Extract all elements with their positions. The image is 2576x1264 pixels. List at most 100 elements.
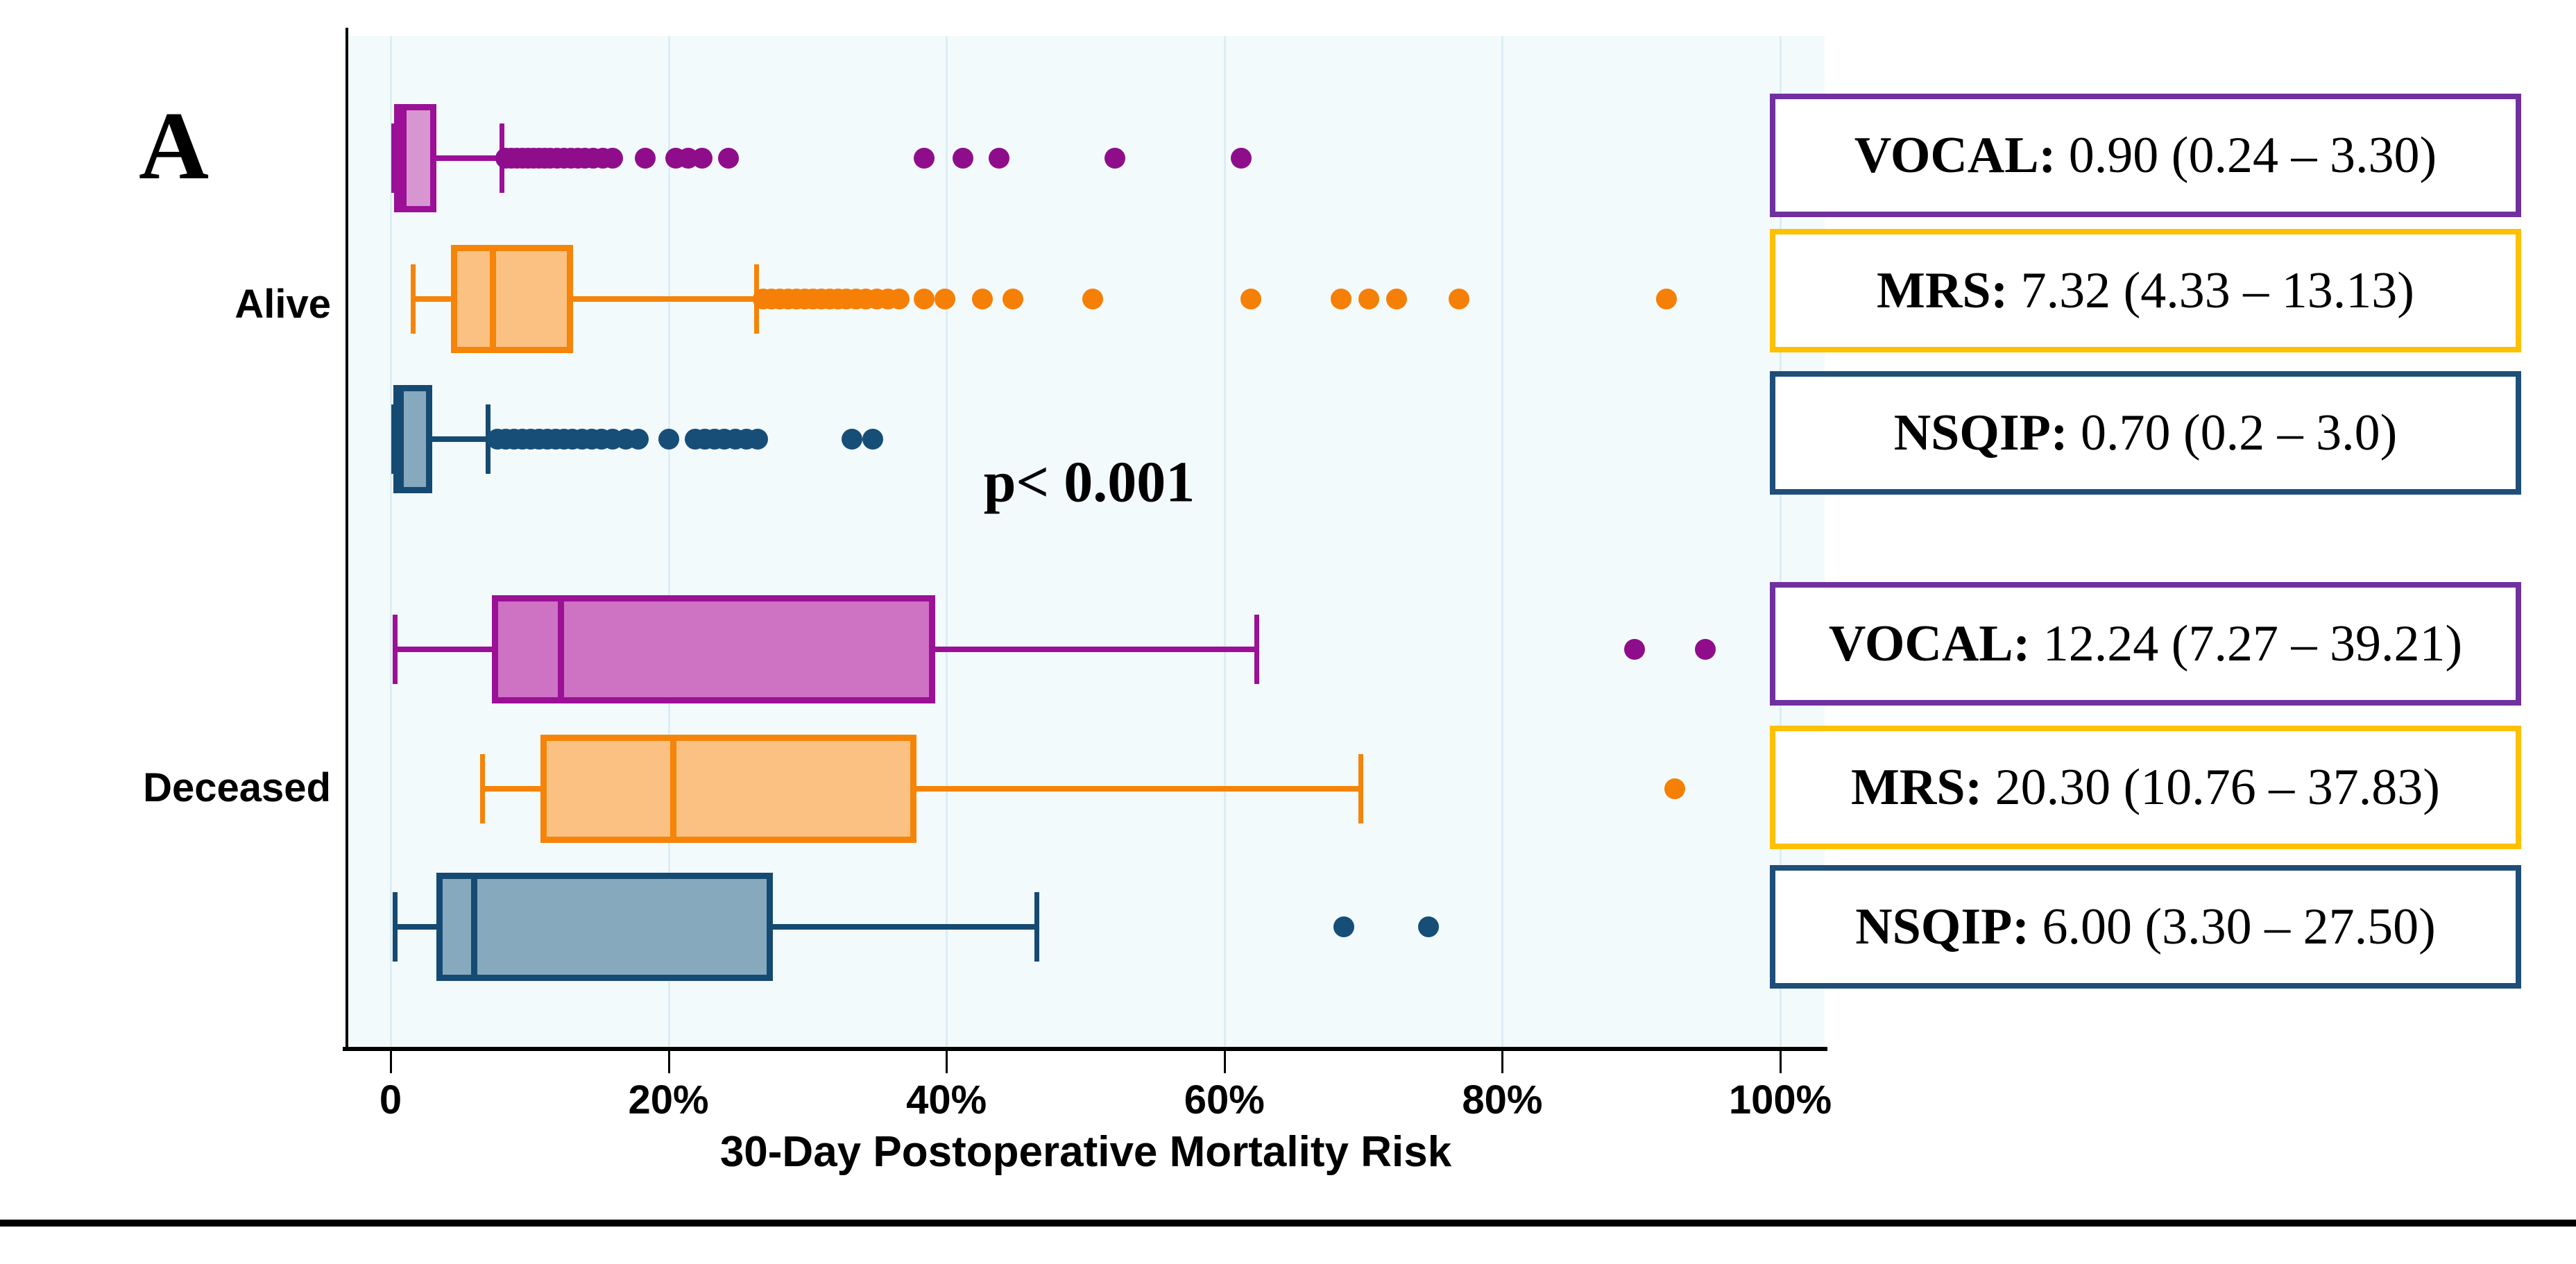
legend-value: 7.32 (4.33 – 13.13) — [2020, 262, 2414, 319]
outlier-dot-mrs-deceased — [1664, 778, 1685, 799]
outlier-dot-mrs-alive — [1358, 289, 1380, 309]
whisker-line-mrs-alive — [413, 296, 451, 302]
gridline — [1501, 36, 1504, 1050]
box-mrs-alive — [450, 245, 573, 353]
whisker-cap-low-vocal-deceased — [393, 615, 398, 684]
x-tick — [1223, 1051, 1226, 1073]
legend-value: 6.00 (3.30 – 27.50) — [2042, 898, 2436, 955]
x-axis-line — [343, 1047, 1827, 1051]
panel-label: A — [139, 92, 210, 200]
legend-box-mrs-alive: MRS: 7.32 (4.33 – 13.13) — [1770, 229, 2521, 352]
whisker-cap-high-mrs-deceased — [1358, 754, 1364, 823]
median-line-vocal-alive — [400, 104, 407, 212]
whisker-cap-low-mrs-alive — [411, 264, 416, 334]
x-tick-label: 100% — [1728, 1077, 1832, 1122]
box-vocal-deceased — [491, 595, 936, 703]
outlier-dot-mrs-alive — [1655, 289, 1677, 309]
outlier-dot-vocal-alive — [1104, 148, 1125, 169]
legend-value: 12.24 (7.27 – 39.21) — [2042, 615, 2463, 672]
outlier-dot-mrs-alive — [1082, 289, 1103, 309]
whisker-line-mrs-alive — [572, 296, 756, 302]
whisker-cap-low-mrs-deceased — [480, 754, 486, 823]
gridline — [667, 36, 670, 1050]
legend-value: 20.30 (10.76 – 37.83) — [1995, 758, 2440, 816]
whisker-line-mrs-deceased — [916, 786, 1361, 792]
outlier-dot-mrs-alive — [1003, 289, 1024, 309]
whisker-line-nsqip-alive — [432, 436, 488, 442]
whisker-line-mrs-deceased — [482, 786, 540, 792]
legend-box-vocal-alive: VOCAL: 0.90 (0.24 – 3.30) — [1770, 94, 2521, 217]
legend-label: MRS: — [1877, 262, 2021, 319]
whisker-line-nsqip-deceased — [772, 924, 1037, 930]
outlier-dot-vocal-deceased — [1623, 639, 1645, 660]
outlier-dot-nsqip-alive — [627, 429, 649, 450]
outlier-dot-nsqip-deceased — [1333, 916, 1355, 937]
median-line-nsqip-alive — [398, 385, 404, 493]
outlier-dot-vocal-alive — [691, 148, 713, 169]
outlier-dot-mrs-alive — [1449, 289, 1470, 309]
outlier-dot-vocal-alive — [1230, 148, 1252, 169]
whisker-line-vocal-deceased — [395, 647, 492, 652]
outlier-dot-vocal-alive — [717, 148, 739, 169]
outlier-dot-vocal-alive — [953, 148, 974, 169]
legend-label: VOCAL: — [1854, 126, 2069, 184]
legend-value: 0.90 (0.24 – 3.30) — [2068, 126, 2437, 184]
whisker-cap-high-vocal-deceased — [1254, 615, 1259, 684]
x-tick-label: 0 — [379, 1077, 402, 1122]
outlier-dot-nsqip-alive — [862, 429, 884, 450]
outlier-dot-nsqip-deceased — [1418, 916, 1440, 937]
outlier-dot-mrs-alive — [914, 289, 935, 309]
whisker-line-vocal-alive — [436, 155, 502, 161]
whisker-cap-low-nsqip-deceased — [393, 892, 398, 962]
outlier-dot-mrs-alive — [972, 289, 993, 309]
outlier-dot-nsqip-alive — [658, 429, 679, 450]
median-line-nsqip-deceased — [471, 873, 478, 981]
outlier-dot-vocal-alive — [634, 148, 656, 169]
legend-label: NSQIP: — [1893, 404, 2081, 461]
x-tick-label: 60% — [1184, 1077, 1265, 1122]
x-tick-label: 40% — [906, 1077, 987, 1122]
whisker-line-vocal-deceased — [935, 647, 1256, 652]
gridline — [946, 36, 948, 1050]
outlier-dot-vocal-alive — [914, 148, 935, 169]
whisker-line-nsqip-deceased — [395, 924, 437, 930]
x-tick-label: 20% — [628, 1077, 709, 1122]
box-nsqip-deceased — [436, 873, 773, 981]
outlier-dot-mrs-alive — [1331, 289, 1352, 309]
outlier-dot-mrs-alive — [935, 289, 956, 309]
outlier-dot-mrs-alive — [889, 289, 910, 309]
legend-label: NSQIP: — [1855, 898, 2042, 955]
p-value-annotation: p< 0.001 — [983, 450, 1195, 515]
median-line-vocal-deceased — [558, 595, 565, 703]
outlier-dot-nsqip-alive — [841, 429, 862, 450]
bottom-divider-line — [0, 1220, 2576, 1227]
outlier-dot-mrs-alive — [1386, 289, 1408, 309]
outlier-dot-nsqip-alive — [747, 429, 768, 450]
legend-label: VOCAL: — [1828, 615, 2043, 672]
legend-box-nsqip-alive: NSQIP: 0.70 (0.2 – 3.0) — [1770, 371, 2521, 495]
x-tick-label: 80% — [1462, 1077, 1543, 1122]
gridline — [390, 36, 392, 1050]
x-tick — [667, 1051, 670, 1073]
x-tick — [1780, 1051, 1782, 1073]
whisker-cap-low-vocal-alive — [391, 123, 396, 193]
x-tick — [390, 1051, 392, 1073]
group-label-deceased: Deceased — [143, 765, 331, 810]
gridline — [1223, 36, 1226, 1050]
median-line-mrs-deceased — [669, 735, 676, 843]
whisker-cap-high-nsqip-deceased — [1034, 892, 1040, 962]
legend-box-vocal-deceased: VOCAL: 12.24 (7.27 – 39.21) — [1770, 582, 2521, 706]
median-line-mrs-alive — [489, 245, 496, 353]
group-label-alive: Alive — [234, 282, 331, 327]
outlier-dot-vocal-alive — [602, 148, 624, 169]
x-tick — [1501, 1051, 1504, 1073]
legend-box-mrs-deceased: MRS: 20.30 (10.76 – 37.83) — [1770, 726, 2521, 849]
legend-label: MRS: — [1851, 758, 1995, 816]
legend-value: 0.70 (0.2 – 3.0) — [2081, 404, 2398, 461]
x-tick — [946, 1051, 948, 1073]
x-axis-title: 30-Day Postoperative Mortality Risk — [719, 1128, 1452, 1176]
gridline — [1780, 36, 1782, 1050]
outlier-dot-vocal-deceased — [1694, 639, 1716, 660]
outlier-dot-vocal-alive — [989, 148, 1010, 169]
